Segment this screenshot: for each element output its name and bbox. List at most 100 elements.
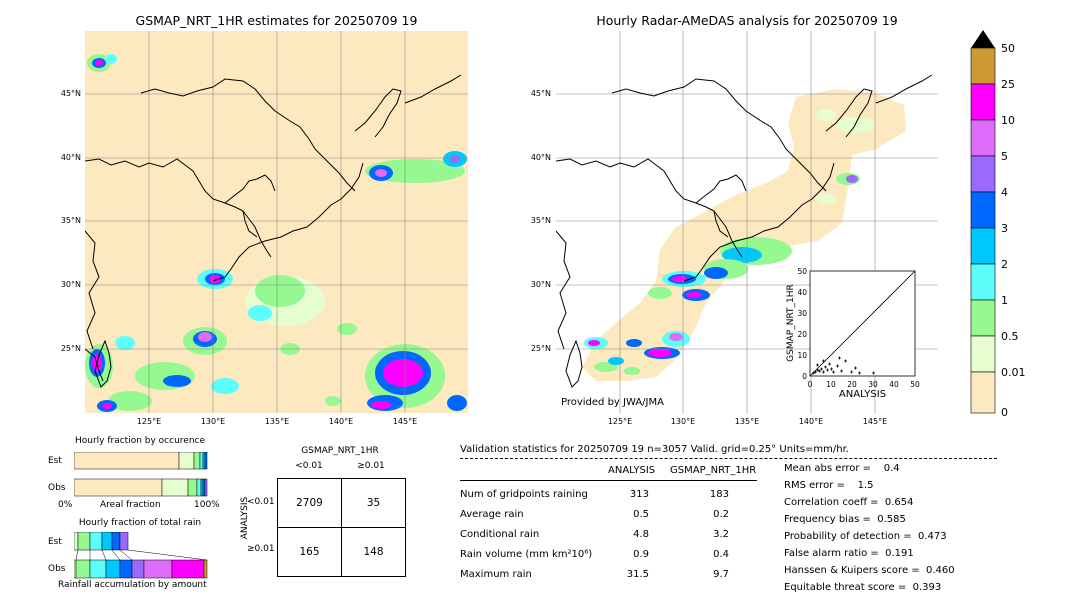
contingency-col-lt: <0.01 <box>295 461 323 471</box>
stat-label-volume: Rain volume (mm km²10⁶) <box>460 549 593 560</box>
amount-title: Hourly fraction of total rain <box>78 518 202 528</box>
validation-col-gsmap: GSMAP_NRT_1HR <box>670 465 757 476</box>
radar-coverage-area <box>582 89 906 381</box>
left-map-coastlines <box>85 74 462 388</box>
colorbar-label-50: 50 <box>1001 42 1015 55</box>
right-map-grid <box>556 31 938 413</box>
stat-analysis-volume: 0.9 <box>633 549 649 560</box>
occurrence-obs-label: Obs <box>48 483 66 493</box>
scatter-ytick-50: 50 <box>797 267 807 276</box>
colorbar-label-3: 3 <box>1001 222 1008 235</box>
stat-gsmap-maximum: 9.7 <box>713 569 729 580</box>
colorbar-seg-5-10 <box>970 119 996 157</box>
colorbar-label-4: 4 <box>1001 186 1008 199</box>
left-map-grid <box>85 31 468 413</box>
occurrence-est-label: Est <box>48 456 62 466</box>
occurrence-axis-0: 0% <box>58 500 73 510</box>
left-rain-areas <box>85 54 467 412</box>
occurrence-axis-label: Areal fraction <box>100 500 161 510</box>
amount-est-label: Est <box>48 537 62 547</box>
colorbar-seg-25-50 <box>970 47 996 85</box>
stat-label-conditional: Conditional rain <box>460 529 540 540</box>
amount-obs-label: Obs <box>48 564 66 574</box>
contingency-row-lt: <0.01 <box>247 497 275 507</box>
left-lon-135: 135°E <box>264 417 290 426</box>
contingency-cell-lt-lt: 2709 <box>277 478 342 528</box>
stat-analysis-maximum: 31.5 <box>626 569 649 580</box>
right-lon-135: 135°E <box>734 417 760 426</box>
right-lon-130: 130°E <box>670 417 696 426</box>
score-mae: Mean abs error = 0.4 <box>784 463 900 474</box>
contingency-cell-ge-ge: 148 <box>341 527 406 577</box>
right-lat-45: 45°N <box>530 89 551 98</box>
right-lon-145: 145°E <box>862 417 888 426</box>
score-far: False alarm ratio = 0.191 <box>784 548 914 559</box>
scatter-ytick-20: 20 <box>797 330 807 339</box>
stat-label-raining: Num of gridpoints raining <box>460 489 588 500</box>
stat-analysis-average: 0.5 <box>633 509 649 520</box>
stat-label-average: Average rain <box>460 509 524 520</box>
right-lon-125: 125°E <box>607 417 633 426</box>
occurrence-title: Hourly fraction by occurence <box>74 436 206 446</box>
score-rmse: RMS error = 1.5 <box>784 480 874 491</box>
validation-col-analysis: ANALYSIS <box>608 465 656 476</box>
colorbar-extend-arrow <box>971 30 995 48</box>
left-lat-40: 40°N <box>60 153 81 162</box>
colorbar-label-05: 0.5 <box>1001 330 1019 343</box>
stat-gsmap-conditional: 3.2 <box>713 529 729 540</box>
colorbar-seg-001-05 <box>970 335 996 373</box>
scatter-xtick-50: 50 <box>910 380 920 389</box>
left-lon-125: 125°E <box>136 417 162 426</box>
colorbar-seg-0-001 <box>970 371 996 414</box>
stat-gsmap-raining: 183 <box>709 489 729 500</box>
colorbar-label-2: 2 <box>1001 258 1008 271</box>
contingency-row-ge: ≥0.01 <box>247 544 275 554</box>
left-map-title: GSMAP_NRT_1HR estimates for 20250709 19 <box>135 13 418 28</box>
left-lat-45: 45°N <box>60 89 81 98</box>
validation-divider <box>460 458 997 459</box>
stat-gsmap-volume: 0.4 <box>713 549 729 560</box>
validation-rule <box>460 480 757 481</box>
scatter-ytick-40: 40 <box>797 288 807 297</box>
left-lon-130: 130°E <box>200 417 226 426</box>
scatter-points <box>812 356 875 375</box>
right-lat-40: 40°N <box>530 153 551 162</box>
colorbar-label-10: 10 <box>1001 114 1015 127</box>
colorbar-seg-1-2 <box>970 263 996 301</box>
scatter-xlabel: ANALYSIS <box>838 389 887 400</box>
score-pod: Probability of detection = 0.473 <box>784 531 947 542</box>
scatter-xtick-40: 40 <box>889 380 899 389</box>
left-lon-145: 145°E <box>392 417 418 426</box>
left-map <box>85 31 468 413</box>
contingency-cell-ge-lt: 165 <box>277 527 342 577</box>
score-ets: Equitable threat score = 0.393 <box>784 582 942 593</box>
colorbar-seg-4-5 <box>970 155 996 193</box>
contingency-table: 2709 35 165 148 <box>277 478 406 577</box>
validation-header: Validation statistics for 20250709 19 n=… <box>460 444 849 455</box>
scatter-xtick-30: 30 <box>868 380 878 389</box>
scatter-inset: 0 10 20 30 40 50 0 10 20 30 40 50 GSMAP_… <box>786 267 920 389</box>
scatter-ytick-10: 10 <box>797 351 807 360</box>
colorbar-seg-2-3 <box>970 227 996 265</box>
left-lat-25: 25°N <box>60 344 81 353</box>
scatter-xtick-10: 10 <box>826 380 836 389</box>
colorbar-label-0: 0 <box>1001 406 1008 419</box>
colorbar-label-1: 1 <box>1001 294 1008 307</box>
score-correlation: Correlation coeff = 0.654 <box>784 497 914 508</box>
right-rain-areas <box>584 109 876 375</box>
colorbar <box>970 30 996 414</box>
right-lat-35: 35°N <box>530 216 551 225</box>
stat-analysis-raining: 313 <box>629 489 649 500</box>
amount-footer: Rainfall accumulation by amount <box>58 580 207 590</box>
colorbar-label-25: 25 <box>1001 78 1015 91</box>
occurrence-bars <box>74 452 208 497</box>
right-lon-140: 140°E <box>798 417 824 426</box>
scatter-xtick-20: 20 <box>847 380 857 389</box>
contingency-title: GSMAP_NRT_1HR <box>301 446 379 456</box>
colorbar-label-5: 5 <box>1001 150 1008 163</box>
scatter-ytick-0: 0 <box>802 372 807 381</box>
amount-bars <box>74 532 208 579</box>
radar-credit: Provided by JWA/JMA <box>561 397 664 408</box>
scatter-ytick-30: 30 <box>797 309 807 318</box>
left-lon-140: 140°E <box>328 417 354 426</box>
